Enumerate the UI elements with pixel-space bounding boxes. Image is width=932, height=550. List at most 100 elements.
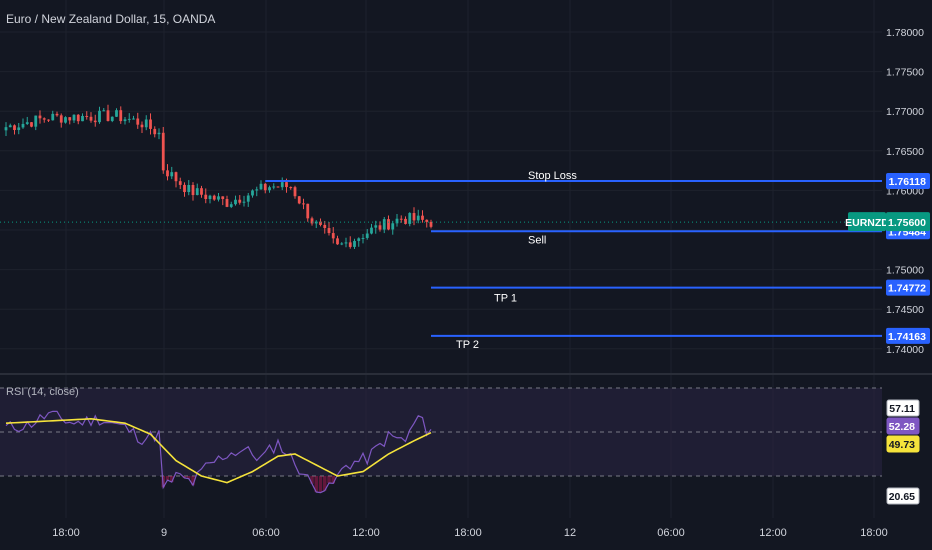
candle-body (149, 119, 152, 129)
candle-body (98, 110, 101, 123)
current-price-tag (886, 212, 930, 232)
candle-body (391, 223, 395, 230)
candle-body (268, 187, 271, 191)
price-tick-label: 1.74000 (886, 344, 924, 356)
candle-body (106, 110, 110, 121)
candle-body (178, 181, 182, 185)
candle-body (251, 190, 254, 196)
price-tick-label: 1.78000 (886, 27, 924, 39)
candle-body (306, 203, 310, 219)
level-price-tag-text: 1.76118 (889, 176, 927, 188)
level-price-tag (886, 327, 930, 344)
candle-body (93, 120, 97, 123)
candle-body (187, 184, 191, 193)
candle-body (17, 127, 21, 131)
candle-body (170, 172, 174, 177)
candle-body (200, 188, 203, 195)
candle-body (4, 127, 8, 131)
candle-body (85, 115, 89, 117)
time-tick-label: 12:00 (352, 527, 380, 539)
candle-body (272, 186, 276, 188)
level-price-tag (886, 279, 930, 296)
candle-body (412, 213, 416, 221)
rsi-ma-line (5, 417, 432, 484)
candle-body (21, 123, 25, 128)
rsi-value-tag (886, 435, 920, 453)
time-tick-label: 12 (564, 527, 576, 539)
symbol-tag-text: EURNZD (845, 217, 889, 229)
candles (4, 104, 433, 249)
candle-body (119, 110, 123, 122)
candle-body (81, 115, 84, 122)
candle-body (399, 218, 403, 220)
candle-body (327, 228, 331, 234)
candle-body (259, 183, 263, 190)
candle-body (416, 215, 420, 221)
candle-body (132, 118, 135, 120)
candle-body (217, 196, 220, 200)
price-tick-label: 1.76500 (886, 146, 924, 158)
candle-body (429, 221, 433, 227)
candle-body (323, 224, 327, 229)
candle-body (234, 199, 237, 205)
candle-body (336, 238, 339, 245)
candle-body (319, 221, 322, 225)
candle-body (191, 184, 195, 196)
level-price-tag (886, 173, 930, 190)
level-label: TP 1 (494, 293, 517, 305)
candle-body (348, 242, 352, 247)
chart-title: Euro / New Zealand Dollar, 15, OANDA (6, 12, 216, 26)
time-tick-label: 9 (161, 527, 167, 539)
candle-body (123, 119, 127, 122)
time-tick-label: 06:00 (252, 527, 280, 539)
candle-body (297, 196, 301, 204)
candle-body (13, 125, 16, 131)
candle-body (153, 128, 157, 135)
candle-body (293, 187, 297, 197)
candle-body (255, 189, 259, 191)
candle-body (421, 215, 424, 220)
rsi-value-tag-text: 20.65 (889, 491, 915, 503)
candle-body (38, 115, 42, 119)
candle-body (408, 213, 412, 224)
candle-body (340, 243, 344, 245)
candle-body (289, 187, 293, 189)
candle-body (361, 237, 365, 239)
candle-body (331, 233, 335, 239)
candle-body (382, 219, 386, 230)
candle-body (238, 199, 242, 203)
level-label: Sell (528, 234, 546, 246)
candle-body (344, 242, 348, 244)
candle-body (404, 218, 407, 224)
candle-body (76, 114, 80, 122)
candle-body (246, 195, 250, 202)
price-tick-label: 1.77500 (886, 67, 924, 79)
candle-body (166, 170, 169, 177)
rsi-line (5, 410, 432, 494)
candle-body (302, 203, 305, 205)
candle-body (370, 227, 373, 234)
candle-body (242, 201, 246, 203)
candle-body (365, 233, 369, 238)
candle-body (229, 204, 233, 207)
candle-body (34, 115, 38, 127)
candle-body (174, 172, 178, 182)
current-price-tag-text: 1.75600 (888, 217, 926, 229)
candle-body (47, 119, 50, 121)
time-tick-label: 18:00 (860, 527, 888, 539)
candle-body (89, 116, 93, 121)
candle-body (276, 186, 280, 188)
candle-body (64, 117, 67, 123)
candle-body (378, 225, 382, 230)
level-price-tag-text: 1.74163 (888, 331, 926, 343)
rsi-value-tag-text: 49.73 (889, 439, 915, 451)
candle-body (140, 124, 144, 128)
rsi-value-tag (886, 399, 920, 417)
candle-body (374, 225, 378, 228)
symbol-tag (848, 212, 886, 232)
candle-body (425, 219, 429, 222)
time-tick-label: 18:00 (454, 527, 482, 539)
candle-body (25, 122, 29, 124)
candle-body (204, 194, 208, 200)
